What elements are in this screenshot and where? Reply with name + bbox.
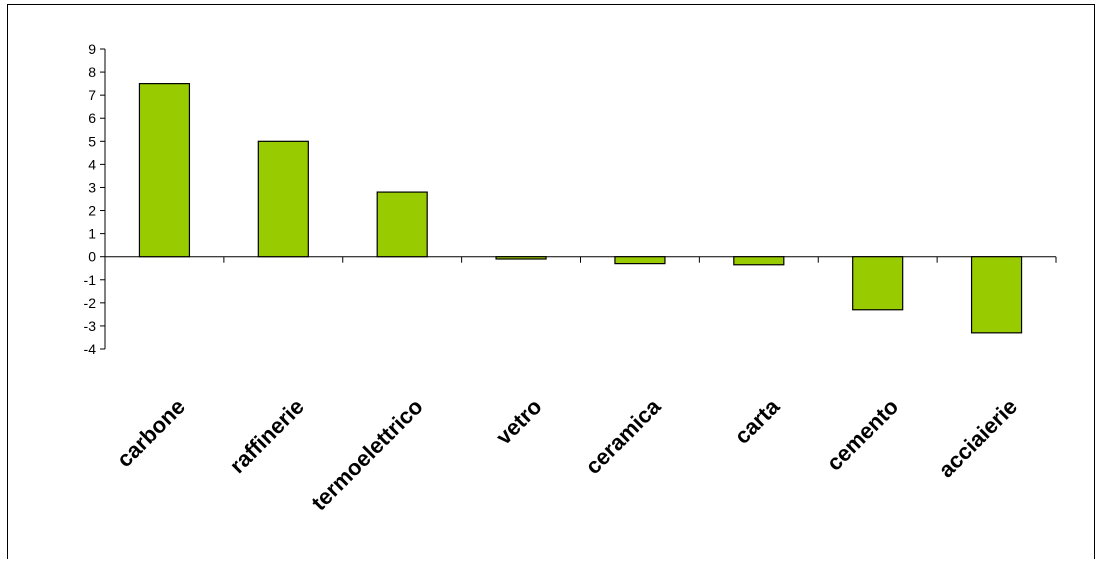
bar-raffinerie [257,140,309,258]
y-tick-label: 6 [88,110,96,126]
y-tick-label: 8 [88,64,96,80]
x-category-label: termoelettrico [306,394,427,515]
plot-area: 9 8 7 6 5 4 3 2 1 0 -1 -2 -3 -4 carbone raffinerietermo… [84,41,1057,515]
y-tick-label: 5 [88,133,96,149]
y-tick-label: 4 [88,156,96,172]
y-tick-label: 1 [88,226,96,242]
y-tick-label: 2 [88,203,96,219]
x-category-label: vetro [491,394,547,450]
x-category-label: raffinerie [225,394,309,478]
y-tick-label: 7 [88,87,96,103]
bar-termoelettrico [376,191,428,258]
x-category-label: ceramica [580,393,666,479]
bar-cemento [852,256,904,311]
y-tick-label: -1 [84,272,97,288]
y-tick-label: -2 [84,295,97,311]
bar-vetro [495,256,547,260]
y-tick-label: 0 [88,249,96,265]
y-tick-label: -4 [84,341,97,357]
bar-acciaierie [970,256,1023,334]
y-tick-label: 3 [88,179,96,195]
bar-carta [733,256,785,266]
y-tick-label: -3 [84,318,97,334]
x-category-label: carbone [112,394,190,472]
bar-ceramica [614,256,666,265]
x-category-label: cemento [822,394,904,476]
x-category-label: acciaierie [933,394,1022,483]
x-category-label: carta [729,393,784,448]
y-tick-label: 9 [88,41,96,57]
bar-carbone [138,83,191,258]
